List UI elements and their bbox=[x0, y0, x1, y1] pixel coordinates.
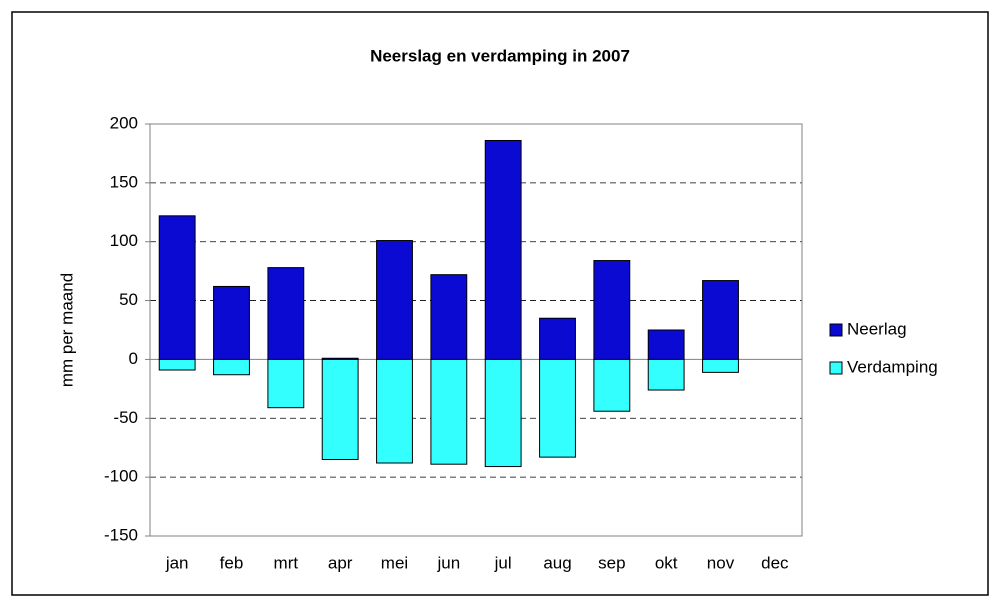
bar bbox=[484, 358, 522, 468]
bar bbox=[267, 267, 305, 360]
x-tick-label: sep bbox=[598, 553, 625, 572]
bar bbox=[702, 358, 739, 373]
x-tick-label: jan bbox=[165, 553, 189, 572]
y-tick-label: -50 bbox=[113, 408, 138, 427]
y-tick-label: 150 bbox=[110, 172, 138, 191]
bar bbox=[647, 358, 685, 391]
x-tick-label: jun bbox=[436, 553, 460, 572]
bar bbox=[593, 358, 631, 412]
legend-label: Neerlag bbox=[847, 319, 907, 338]
bar bbox=[158, 215, 196, 360]
y-tick-label: -150 bbox=[104, 525, 138, 544]
bar bbox=[647, 329, 685, 360]
x-tick-label: okt bbox=[655, 553, 678, 572]
plot-border bbox=[149, 123, 803, 537]
y-tick-label: 100 bbox=[110, 231, 138, 250]
y-tick-label: 200 bbox=[110, 113, 138, 132]
x-tick-label: jul bbox=[494, 553, 512, 572]
bar bbox=[430, 358, 468, 465]
bar bbox=[267, 358, 305, 409]
legend-swatch bbox=[829, 361, 843, 375]
x-tick-label: apr bbox=[328, 553, 353, 572]
x-tick-label: mrt bbox=[274, 553, 299, 572]
x-tick-label: feb bbox=[220, 553, 244, 572]
y-tick-label: 50 bbox=[119, 290, 138, 309]
x-tick-label: dec bbox=[761, 553, 789, 572]
bar bbox=[702, 280, 739, 360]
bar bbox=[321, 358, 359, 460]
bar bbox=[539, 358, 576, 458]
bar bbox=[158, 358, 196, 371]
legend-label: Verdamping bbox=[847, 357, 938, 376]
y-tick-label: -100 bbox=[104, 467, 138, 486]
bar bbox=[376, 240, 413, 360]
bar bbox=[430, 274, 468, 360]
x-tick-label: mei bbox=[381, 553, 408, 572]
bar bbox=[484, 139, 522, 360]
bar bbox=[213, 358, 250, 376]
bar bbox=[593, 260, 631, 360]
chart-title: Neerslag en verdamping in 2007 bbox=[370, 46, 630, 65]
bar bbox=[539, 317, 576, 360]
x-tick-label: nov bbox=[707, 553, 735, 572]
bar bbox=[213, 285, 250, 360]
y-axis-label: mm per maand bbox=[57, 273, 76, 387]
y-tick-label: 0 bbox=[129, 349, 138, 368]
legend-swatch bbox=[829, 323, 843, 337]
x-tick-label: aug bbox=[543, 553, 571, 572]
bar bbox=[376, 358, 413, 464]
